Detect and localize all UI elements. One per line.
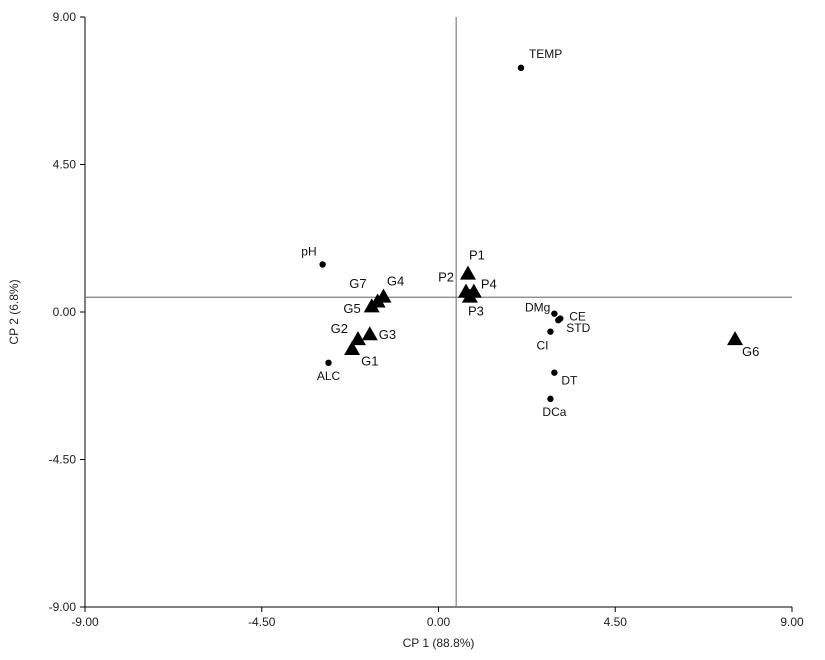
observation-label: G6 <box>742 344 759 359</box>
observation-label: G7 <box>349 276 366 291</box>
observation-triangle <box>459 265 476 280</box>
x-tick-label: 4.50 <box>604 615 628 629</box>
variable-point <box>551 369 558 376</box>
variable-point <box>325 359 332 367</box>
observation-triangle <box>369 293 386 308</box>
variable-label: TEMP <box>529 47 562 61</box>
observation-label: G2 <box>331 321 348 336</box>
observation-label: P2 <box>438 269 454 284</box>
variable-label: ALC <box>317 369 341 383</box>
observation-label: P1 <box>469 247 485 262</box>
observation-triangle <box>727 331 744 346</box>
variable-label: DMg <box>525 301 550 315</box>
observation-triangle <box>361 326 378 341</box>
variable-point <box>547 395 554 403</box>
y-tick-label: 9.00 <box>53 10 77 24</box>
variable-label: DT <box>561 374 578 388</box>
plot-frame <box>84 17 792 608</box>
variable-label: STD <box>566 321 590 335</box>
variable-point <box>555 316 562 324</box>
variable-label: CI <box>536 339 548 353</box>
y-axis-ticks: -9.00 -4.50 0.00 4.50 9.00 <box>49 10 85 614</box>
y-tick-label: -4.50 <box>49 453 77 467</box>
reference-lines <box>85 17 792 607</box>
x-tick-label: 0.00 <box>427 615 451 629</box>
variable-point <box>547 328 554 335</box>
variable-label: DCa <box>542 405 566 419</box>
variable-label: pH <box>301 244 316 258</box>
observation-label: G1 <box>361 354 378 369</box>
observation-label: G3 <box>379 327 396 342</box>
observation-label: P3 <box>468 303 484 318</box>
observation-triangle <box>465 283 482 298</box>
observation-label: G5 <box>343 301 360 316</box>
x-axis-ticks: -9.00 -4.50 0.00 4.50 9.00 <box>71 607 804 629</box>
observation-triangle <box>344 341 361 356</box>
observation-label: P4 <box>481 276 497 291</box>
x-axis-title: CP 1 (88.8%) <box>403 636 475 650</box>
x-tick-label: 9.00 <box>780 615 804 629</box>
x-tick-label: -9.00 <box>71 615 99 629</box>
variable-point <box>319 261 326 268</box>
variable-label: CE <box>569 310 586 324</box>
y-tick-label: 4.50 <box>53 158 77 172</box>
x-tick-label: -4.50 <box>248 615 276 629</box>
observation-triangle <box>349 331 366 346</box>
variable-point <box>517 64 525 72</box>
y-tick-label: 0.00 <box>53 305 77 319</box>
y-tick-label: -9.00 <box>49 600 77 614</box>
variable-point <box>551 310 558 317</box>
y-axis-title: CP 2 (6.8%) <box>7 279 21 344</box>
observation-label: G4 <box>387 273 404 288</box>
